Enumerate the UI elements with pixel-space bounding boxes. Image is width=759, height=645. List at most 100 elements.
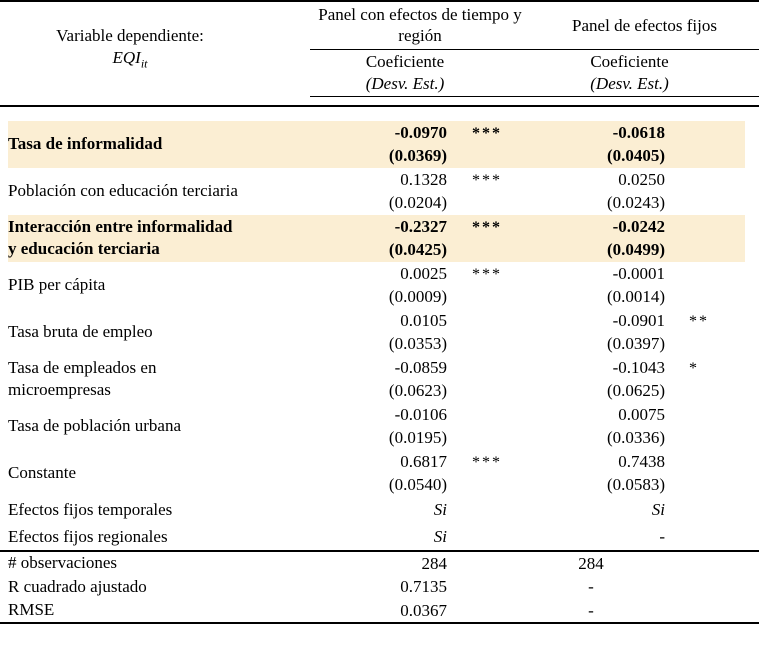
row-label: R cuadrado ajustado xyxy=(8,576,147,596)
table-row: Interacción entre informalidad y educació… xyxy=(0,214,759,262)
regression-results-table: Variable dependiente: EQIit Panel con ef… xyxy=(0,0,759,624)
coef-panel-b: -0.0618 xyxy=(612,122,666,142)
coef-panel-b: 0.0075 xyxy=(618,404,666,424)
row-label: # observaciones xyxy=(0,549,310,575)
panel-a-subheader: Coeficiente (Desv. Est.) xyxy=(310,49,531,97)
se-panel-a: (0.0425) xyxy=(388,240,447,259)
coef-panel-a: 0.6817 xyxy=(400,451,447,471)
sig-stars-panel-b xyxy=(672,120,759,168)
coef-panel-a: 0.1328 xyxy=(400,169,447,189)
sig-stars-panel-a: *** xyxy=(472,171,502,189)
coef-panel-a: -0.0970 xyxy=(394,122,447,142)
sig-stars-panel-a xyxy=(455,403,530,450)
row-label: PIB per cápita xyxy=(8,275,106,294)
row-label: Constante xyxy=(8,463,76,482)
panel-b-se-label: (Desv. Est.) xyxy=(590,74,669,93)
table-row: Efectos fijos regionales Si - xyxy=(0,524,759,551)
table-row: PIB per cápita 0.0025 (0.0009) *** -0.000… xyxy=(0,262,759,309)
row-label: Población con educación terciaria xyxy=(8,181,238,200)
sig-stars-panel-b xyxy=(672,403,759,450)
se-panel-b: (0.0397) xyxy=(606,334,666,353)
table-row: Constante 0.6817 (0.0540) *** 0.7438 (0.05… xyxy=(0,450,759,497)
table-row: Efectos fijos temporales Si Si xyxy=(0,497,759,524)
table-row: Población con educación terciaria 0.1328… xyxy=(0,168,759,215)
table-row: Tasa de informalidad -0.0970 (0.0369) ***… xyxy=(0,120,759,168)
se-panel-b: (0.0625) xyxy=(606,381,666,400)
coef-panel-a: -0.2327 xyxy=(394,216,447,236)
panel-b-subheader: Coeficiente (Desv. Est.) xyxy=(530,49,759,97)
table-row: RMSE 0.0367 - xyxy=(0,598,759,624)
dependent-variable-header: Variable dependiente: EQIit xyxy=(0,1,310,97)
panel-a-header: Panel con efectos de tiempo y región xyxy=(310,1,531,50)
sig-stars-panel-b: ** xyxy=(689,312,710,330)
stat-value-panel-a: 0.7135 xyxy=(400,577,447,596)
coef-panel-a: 0.0025 xyxy=(400,263,447,283)
se-panel-a: (0.0623) xyxy=(388,381,447,400)
panel-b-coef-label: Coeficiente xyxy=(590,51,669,71)
table-row: Tasa de empleados en microempresas -0.085… xyxy=(0,356,759,403)
se-panel-b: (0.0336) xyxy=(606,428,666,447)
se-panel-b: (0.0014) xyxy=(606,287,666,306)
row-label: Tasa de empleados en xyxy=(8,358,157,377)
header-body-gap xyxy=(0,106,759,121)
sig-stars-panel-b: * xyxy=(689,359,700,377)
coef-panel-b: -0.1043 xyxy=(612,357,666,377)
se-panel-a: (0.0195) xyxy=(388,428,447,447)
stat-value-panel-b: 284 xyxy=(530,549,673,575)
stat-value-panel-a: 0.0367 xyxy=(310,598,455,624)
dependent-variable-symbol: EQI xyxy=(112,47,141,67)
se-panel-a: (0.0353) xyxy=(388,334,447,353)
dependent-variable-label: Variable dependiente: xyxy=(56,25,204,45)
stat-value-panel-a: 284 xyxy=(310,549,455,575)
coef-panel-b: 0.7438 xyxy=(618,451,666,471)
sig-stars-panel-a xyxy=(455,356,530,403)
panel-b-header: Panel de efectos fijos xyxy=(530,1,759,50)
coef-panel-a: 0.0105 xyxy=(400,310,447,330)
fe-value-panel-b: - xyxy=(659,526,666,546)
panel-a-se-label: (Desv. Est.) xyxy=(365,74,445,93)
row-label: Tasa de población urbana xyxy=(8,416,181,435)
se-panel-a: (0.0369) xyxy=(388,146,447,165)
table-row: R cuadrado ajustado 0.7135 - xyxy=(0,575,759,599)
header-divider-rule xyxy=(0,96,759,107)
sig-stars-panel-a xyxy=(455,309,530,356)
sig-stars-panel-b xyxy=(672,262,759,309)
table-row: Tasa bruta de empleo 0.0105 (0.0353) -0.0… xyxy=(0,309,759,356)
fe-value-panel-a: Si xyxy=(433,500,447,520)
se-panel-b: (0.0583) xyxy=(606,475,666,494)
se-panel-a: (0.0540) xyxy=(388,475,447,494)
sig-stars-panel-b xyxy=(672,214,759,262)
stat-value-panel-b: - xyxy=(588,577,594,596)
se-panel-b: (0.0243) xyxy=(606,193,666,212)
sig-stars-panel-b xyxy=(672,450,759,497)
coef-panel-a: -0.0106 xyxy=(394,404,447,424)
sig-stars-panel-a: *** xyxy=(455,214,531,262)
table-row: # observaciones 284 284 xyxy=(0,549,759,575)
row-label: Efectos fijos regionales xyxy=(8,526,168,546)
row-label: Tasa de informalidad xyxy=(8,134,163,153)
dependent-variable-subscript: it xyxy=(140,55,148,70)
sig-stars-panel-a: *** xyxy=(455,120,531,168)
sig-stars-panel-a: *** xyxy=(472,453,502,471)
coef-panel-b: -0.0242 xyxy=(612,216,666,236)
coef-panel-b: 0.0250 xyxy=(618,169,666,189)
coef-panel-b: -0.0001 xyxy=(612,263,666,283)
se-panel-a: (0.0009) xyxy=(388,287,447,306)
row-label: Efectos fijos temporales xyxy=(8,500,173,519)
panel-a-coef-label: Coeficiente xyxy=(365,51,445,71)
row-label: Interacción entre informalidad xyxy=(8,217,233,236)
se-panel-b: (0.0499) xyxy=(606,240,666,259)
se-panel-b: (0.0405) xyxy=(606,146,666,165)
fe-value-panel-b: Si xyxy=(651,500,666,520)
sig-stars-panel-b xyxy=(672,168,759,215)
se-panel-a: (0.0204) xyxy=(388,193,447,212)
row-label: Tasa bruta de empleo xyxy=(8,322,153,341)
fe-value-panel-a: Si xyxy=(433,526,447,546)
row-label: RMSE xyxy=(0,598,310,624)
stat-value-panel-b: - xyxy=(530,598,673,624)
table-row: Tasa de población urbana -0.0106 (0.0195)… xyxy=(0,403,759,450)
sig-stars-panel-a: *** xyxy=(472,265,502,283)
coef-panel-b: -0.0901 xyxy=(612,310,666,330)
coef-panel-a: -0.0859 xyxy=(394,357,447,377)
